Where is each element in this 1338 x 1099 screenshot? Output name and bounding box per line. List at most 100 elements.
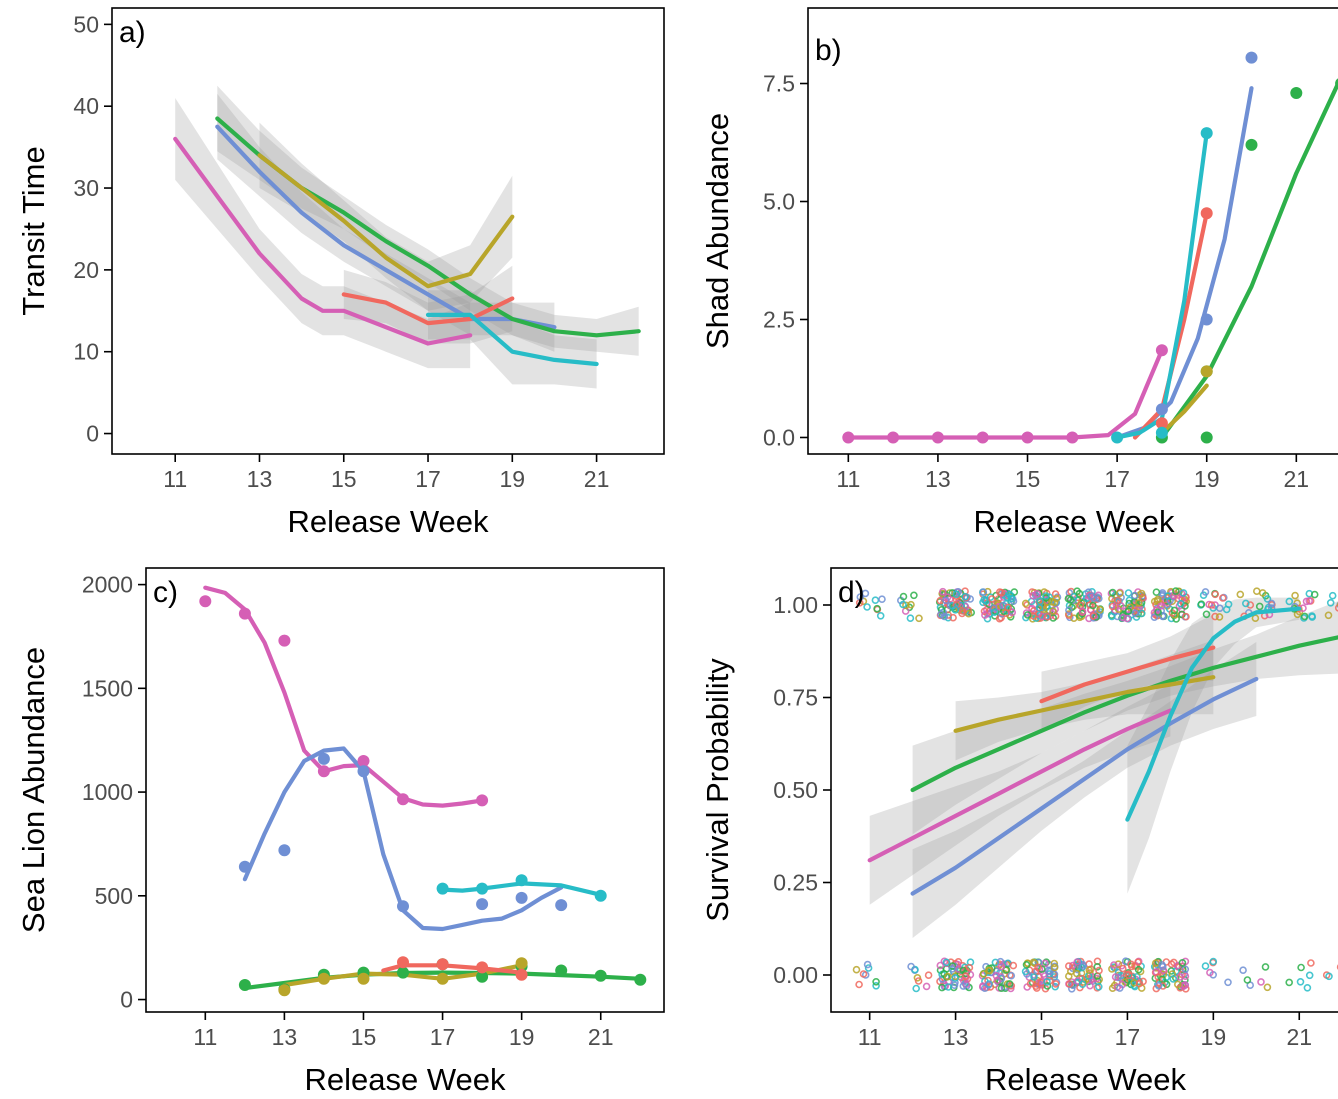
jitter-point bbox=[1201, 962, 1210, 970]
x-tick-label: 13 bbox=[272, 1024, 298, 1050]
data-point-olive bbox=[1200, 365, 1213, 378]
jitter-point bbox=[1087, 592, 1096, 601]
data-point-olive bbox=[317, 972, 330, 985]
jitter-point bbox=[861, 589, 870, 598]
data-point-cyan bbox=[476, 882, 489, 895]
confidence-band bbox=[1127, 597, 1300, 894]
jitter-point bbox=[1137, 589, 1146, 598]
panel-label: a) bbox=[119, 16, 146, 49]
y-tick-label: 20 bbox=[73, 257, 99, 283]
jitter-point bbox=[922, 982, 931, 991]
jitter-point bbox=[1046, 967, 1054, 976]
jitter-point bbox=[878, 595, 886, 604]
jitter-point bbox=[1236, 590, 1245, 599]
jitter-point bbox=[1181, 965, 1190, 974]
y-axis-label: Survival Probability bbox=[700, 658, 735, 922]
y-tick-label: 2.5 bbox=[763, 306, 795, 332]
x-axis-label: Release Week bbox=[973, 504, 1175, 539]
jitter-point bbox=[1328, 591, 1337, 600]
jitter-point bbox=[1065, 606, 1073, 615]
y-tick-label: 0.50 bbox=[773, 777, 818, 803]
jitter-point bbox=[1135, 979, 1144, 988]
jitter-point bbox=[948, 962, 957, 970]
jitter-point bbox=[1042, 958, 1051, 967]
jitter-point bbox=[1303, 983, 1312, 992]
panel-label: c) bbox=[153, 576, 178, 609]
jitter-point bbox=[1126, 603, 1134, 612]
jitter-point bbox=[1178, 958, 1187, 967]
jitter-point bbox=[1095, 966, 1103, 975]
data-point-green bbox=[634, 973, 647, 986]
data-point-green bbox=[1245, 138, 1258, 151]
jitter-point bbox=[1005, 980, 1014, 988]
y-axis-label: Shad Abundance bbox=[700, 113, 735, 349]
jitter-point bbox=[947, 958, 955, 967]
jitter-point bbox=[1215, 613, 1224, 621]
jitter-point bbox=[1114, 960, 1123, 969]
panel-label: b) bbox=[815, 34, 842, 67]
data-point-red bbox=[1155, 417, 1168, 430]
jitter-point bbox=[1007, 971, 1016, 980]
jitter-point bbox=[985, 966, 994, 975]
jitter-point bbox=[990, 608, 999, 617]
x-tick-label: 17 bbox=[1104, 466, 1130, 492]
plot-area bbox=[199, 585, 647, 997]
jitter-point bbox=[863, 960, 872, 969]
data-point-green bbox=[555, 964, 568, 977]
jitter-point bbox=[1050, 963, 1059, 972]
jitter-point bbox=[1308, 613, 1316, 621]
jitter-point bbox=[1168, 970, 1177, 978]
y-tick-label: 0.0 bbox=[763, 424, 795, 450]
jitter-point bbox=[1115, 589, 1124, 598]
y-tick-label: 1500 bbox=[82, 675, 133, 701]
data-point-blue bbox=[515, 891, 528, 904]
jitter-point bbox=[1108, 588, 1117, 597]
jitter-point bbox=[1034, 958, 1043, 967]
data-point-red bbox=[436, 958, 449, 971]
jitter-point bbox=[1305, 597, 1313, 605]
series-line-olive bbox=[1159, 383, 1209, 435]
jitter-point bbox=[979, 970, 988, 978]
jitter-point bbox=[863, 603, 871, 611]
jitter-point bbox=[1125, 599, 1133, 608]
x-tick-label: 11 bbox=[858, 1024, 882, 1050]
y-tick-label: 1000 bbox=[82, 779, 133, 805]
x-axis-label: Release Week bbox=[287, 504, 489, 539]
jitter-point bbox=[1158, 975, 1166, 984]
jitter-point bbox=[1033, 589, 1041, 598]
jitter-point bbox=[1066, 596, 1075, 604]
jitter-point bbox=[1170, 606, 1179, 615]
jitter-point bbox=[1119, 964, 1127, 973]
series-line-cyan bbox=[440, 881, 603, 897]
jitter-point bbox=[1324, 611, 1333, 620]
data-point-green bbox=[1290, 87, 1303, 99]
jitter-point bbox=[912, 984, 921, 993]
x-tick-label: 13 bbox=[247, 466, 273, 492]
jitter-point bbox=[1089, 612, 1098, 620]
jitter-point bbox=[1050, 959, 1059, 968]
x-tick-label: 17 bbox=[430, 1024, 456, 1050]
series-line-pink bbox=[173, 136, 473, 346]
x-tick-label: 19 bbox=[509, 1024, 535, 1050]
jitter-point bbox=[1124, 589, 1133, 597]
jitter-point bbox=[980, 607, 989, 616]
x-tick-label: 21 bbox=[588, 1024, 614, 1050]
data-point-pink bbox=[842, 431, 855, 444]
jitter-point bbox=[1154, 608, 1162, 616]
jitter-point bbox=[1043, 982, 1052, 990]
jitter-point bbox=[1176, 973, 1184, 981]
x-tick-label: 21 bbox=[1286, 1024, 1312, 1050]
jitter-point bbox=[1243, 976, 1252, 984]
jitter-point bbox=[1035, 603, 1044, 612]
jitter-point bbox=[1121, 957, 1130, 966]
jitter-point bbox=[937, 610, 945, 619]
series-line-blue bbox=[910, 676, 1259, 896]
jitter-point bbox=[1043, 612, 1052, 621]
jitter-point bbox=[989, 604, 998, 612]
confidence-band bbox=[343, 265, 513, 344]
series-line-red bbox=[341, 292, 515, 326]
jitter-point bbox=[984, 980, 993, 989]
data-point-pink bbox=[1066, 431, 1079, 444]
jitter-point bbox=[1222, 605, 1231, 614]
data-point-cyan bbox=[594, 889, 607, 902]
